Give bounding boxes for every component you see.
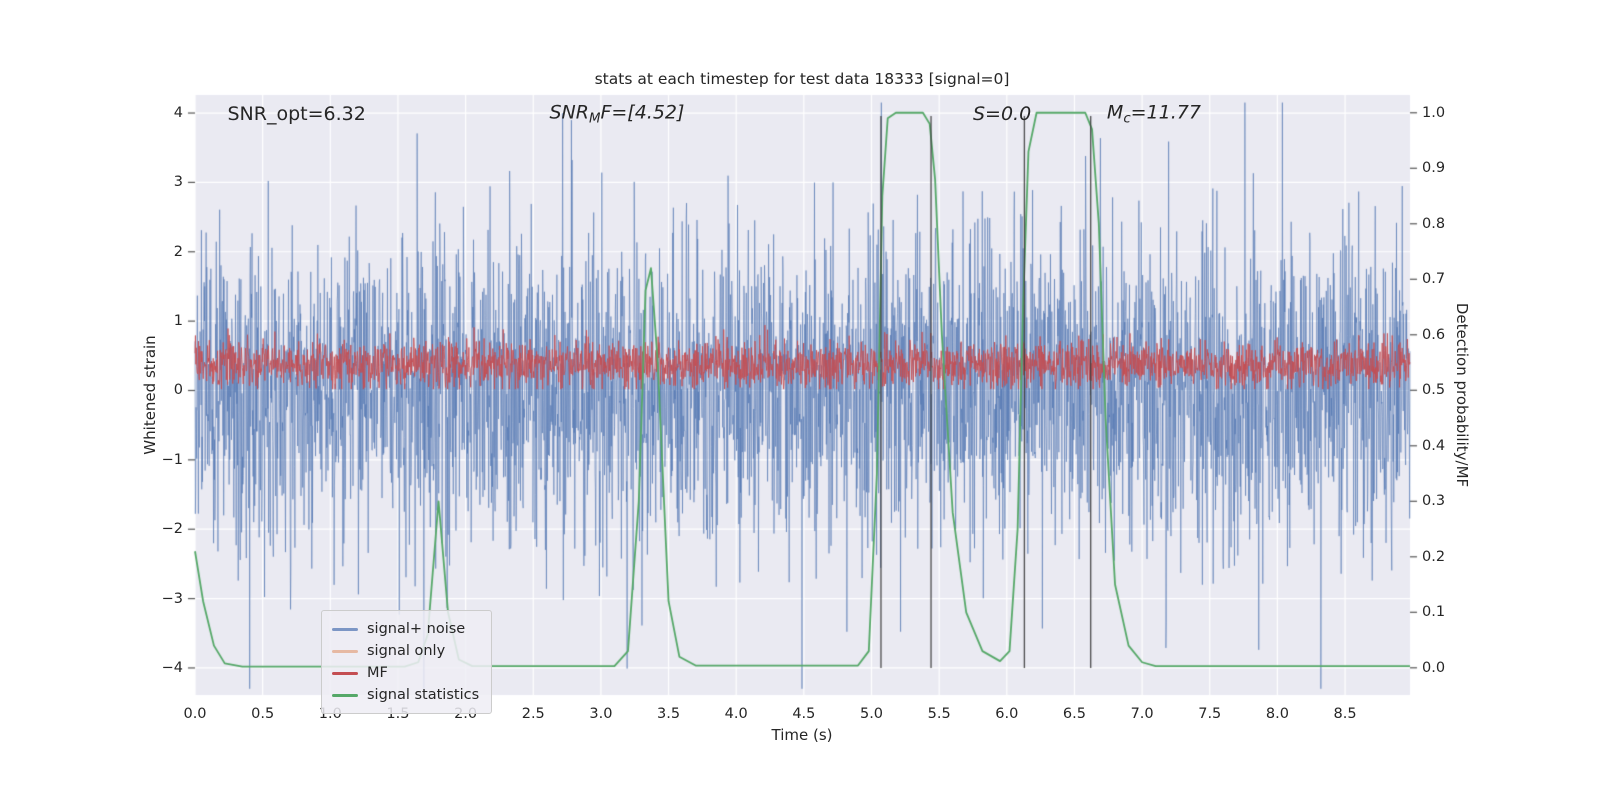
y-right-tick-label: 0.2 [1422,548,1446,565]
annotation-snr-opt: SNR_opt=6.32 [227,103,365,125]
x-tick-label: 5.0 [859,706,884,722]
x-tick-label: 7.0 [1130,706,1154,722]
x-tick-label: 3.0 [589,706,613,722]
annotation-m-chirp: Mc=11.77 [1107,102,1201,127]
x-tick-label: 8.0 [1265,706,1289,722]
legend-label: MF [367,665,388,681]
y-right-tick-label: 0.7 [1422,271,1446,288]
y-right-axis-label: Detection probability/MF [1453,302,1471,488]
x-tick-label: 4.5 [792,706,816,722]
y-left-axis-label: Whitened strain [141,335,159,455]
legend-label: signal statistics [367,687,480,703]
legend-line-swatch [332,693,358,697]
y-left-tick-label: −4 [161,659,183,676]
annotation-text: F=[4.52] [600,101,685,124]
legend-line-swatch [332,649,358,653]
x-tick-label: 3.5 [657,706,681,722]
y-left-tick-label: 2 [173,243,183,260]
legend-item: signal+ noise [332,618,479,640]
annotation-text: SNR [549,101,589,124]
legend-item: signal statistics [332,684,479,706]
y-right-tick-label: 0.6 [1422,326,1446,343]
legend-line-swatch [332,671,358,675]
legend-label: signal+ noise [367,621,466,637]
x-tick-label: 6.0 [995,706,1019,722]
y-right-tick-label: 1.0 [1422,104,1446,121]
annotation-text: M [1106,101,1124,124]
x-tick-label: 0.0 [183,706,207,722]
x-tick-label: 2.5 [521,706,545,722]
annotation-snr-mf: SNRMF=[4.52] [549,102,684,127]
annotation-text: S=0.0 [972,103,1032,125]
y-right-tick-label: 0.3 [1422,493,1446,510]
y-right-tick-label: 0.5 [1422,382,1446,399]
x-tick-label: 7.5 [1198,706,1222,722]
y-right-tick-label: 0.1 [1422,604,1446,621]
legend-label: signal only [367,643,446,659]
x-tick-label: 8.5 [1333,706,1357,722]
y-left-tick-label: −1 [161,451,183,468]
y-right-tick-label: 0.4 [1422,437,1446,454]
annotation-text: c [1123,111,1131,127]
y-right-tick-label: 0.9 [1422,160,1446,177]
y-left-tick-label: −3 [161,590,183,607]
y-right-tick-label: 0.0 [1422,659,1446,676]
annotation-text: M [588,111,601,127]
legend: signal+ noise signal only MF signal statist… [321,610,493,714]
annotation-text: =11.77 [1130,101,1201,124]
x-axis-label: Time (s) [771,726,833,744]
y-left-tick-label: 1 [173,313,183,330]
y-left-tick-label: 4 [173,105,183,122]
legend-item: signal only [332,640,479,662]
legend-item: MF [332,662,479,684]
annotation-text: SNR_opt=6.32 [227,103,366,125]
chart-title: stats at each timestep for test data 183… [594,70,1010,88]
x-tick-label: 0.5 [251,706,275,722]
y-left-tick-label: 3 [173,174,183,191]
x-tick-label: 5.5 [927,706,951,722]
x-tick-label: 4.0 [724,706,748,722]
y-left-tick-label: 0 [173,382,183,399]
legend-line-swatch [332,627,358,631]
x-tick-label: 6.5 [1062,706,1086,722]
y-right-tick-label: 0.8 [1422,215,1446,232]
y-left-tick-label: −2 [161,521,183,538]
annotation-s-stat: S=0.0 [973,103,1031,125]
